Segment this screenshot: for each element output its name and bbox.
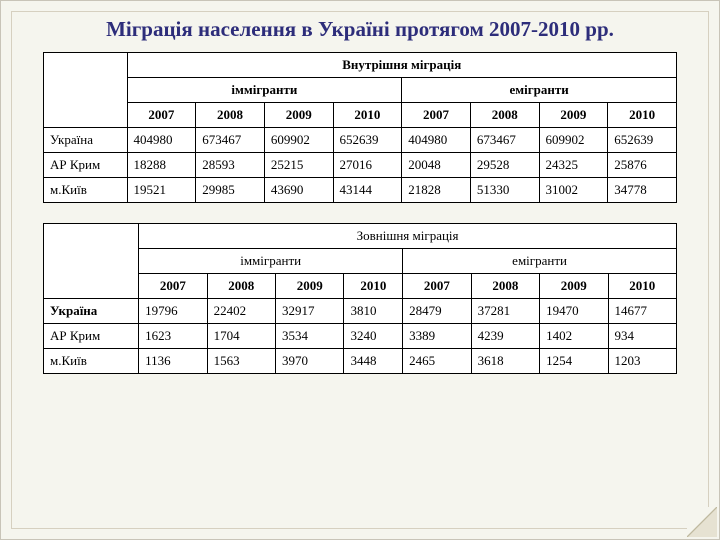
row-label: м.Київ (44, 178, 128, 203)
cell: 609902 (539, 128, 608, 153)
cell: 20048 (402, 153, 471, 178)
cell: 3534 (276, 324, 344, 349)
cell: 43690 (264, 178, 333, 203)
cell: 22402 (207, 299, 275, 324)
cell: 1623 (139, 324, 207, 349)
year-cell: 2009 (540, 274, 608, 299)
table2-blank-col (44, 224, 139, 299)
table-row: Україна 19796 22402 32917 3810 28479 372… (44, 299, 677, 324)
page-title: Міграція населення в Україні протягом 20… (43, 17, 677, 42)
year-cell: 2008 (207, 274, 275, 299)
table-internal-migration-wrap: Внутрішня міграція іммігранти емігранти … (43, 52, 677, 203)
table-row: м.Київ 19521 29985 43690 43144 21828 513… (44, 178, 677, 203)
cell: 25876 (608, 153, 677, 178)
cell: 4239 (471, 324, 539, 349)
cell: 27016 (333, 153, 402, 178)
cell: 29528 (470, 153, 539, 178)
cell: 28593 (196, 153, 265, 178)
table1-year-row: 2007 2008 2009 2010 2007 2008 2009 2010 (44, 103, 677, 128)
table-row: м.Київ 1136 1563 3970 3448 2465 3618 125… (44, 349, 677, 374)
table2-header-emigrants: емігранти (403, 249, 677, 274)
cell: 21828 (402, 178, 471, 203)
cell: 652639 (333, 128, 402, 153)
table1-blank-col (44, 53, 128, 128)
table-external-migration: Зовнішня міграція іммігранти емігранти 2… (43, 223, 677, 374)
year-cell: 2007 (139, 274, 207, 299)
row-label: м.Київ (44, 349, 139, 374)
year-cell: 2009 (264, 103, 333, 128)
cell: 34778 (608, 178, 677, 203)
cell: 1402 (540, 324, 608, 349)
cell: 404980 (127, 128, 196, 153)
cell: 19796 (139, 299, 207, 324)
cell: 24325 (539, 153, 608, 178)
year-cell: 2007 (403, 274, 471, 299)
table2-year-row: 2007 2008 2009 2010 2007 2008 2009 2010 (44, 274, 677, 299)
year-cell: 2008 (196, 103, 265, 128)
year-cell: 2008 (471, 274, 539, 299)
year-cell: 2009 (539, 103, 608, 128)
cell: 3810 (344, 299, 403, 324)
cell: 3240 (344, 324, 403, 349)
cell: 3389 (403, 324, 471, 349)
row-label: Україна (44, 128, 128, 153)
cell: 934 (608, 324, 676, 349)
cell: 673467 (196, 128, 265, 153)
table1-header-main: Внутрішня міграція (127, 53, 676, 78)
table-row: АР Крим 18288 28593 25215 27016 20048 29… (44, 153, 677, 178)
cell: 1563 (207, 349, 275, 374)
year-cell: 2008 (470, 103, 539, 128)
year-cell: 2009 (276, 274, 344, 299)
cell: 1254 (540, 349, 608, 374)
cell: 652639 (608, 128, 677, 153)
row-label: Україна (44, 299, 139, 324)
table2-header-immigrants: іммігранти (139, 249, 403, 274)
cell: 3618 (471, 349, 539, 374)
table-row: Україна 404980 673467 609902 652639 4049… (44, 128, 677, 153)
cell: 25215 (264, 153, 333, 178)
table-row: АР Крим 1623 1704 3534 3240 3389 4239 14… (44, 324, 677, 349)
cell: 3448 (344, 349, 403, 374)
cell: 32917 (276, 299, 344, 324)
year-cell: 2010 (344, 274, 403, 299)
table2-header-main: Зовнішня міграція (139, 224, 677, 249)
cell: 37281 (471, 299, 539, 324)
year-cell: 2010 (333, 103, 402, 128)
cell: 2465 (403, 349, 471, 374)
year-cell: 2007 (402, 103, 471, 128)
table1-header-immigrants: іммігранти (127, 78, 402, 103)
cell: 43144 (333, 178, 402, 203)
cell: 1136 (139, 349, 207, 374)
table1-header-emigrants: емігранти (402, 78, 677, 103)
cell: 28479 (403, 299, 471, 324)
cell: 19470 (540, 299, 608, 324)
row-label: АР Крим (44, 153, 128, 178)
year-cell: 2007 (127, 103, 196, 128)
cell: 404980 (402, 128, 471, 153)
cell: 31002 (539, 178, 608, 203)
cell: 51330 (470, 178, 539, 203)
cell: 19521 (127, 178, 196, 203)
page-curl-icon (687, 507, 717, 537)
document-page: Міграція населення в Україні протягом 20… (0, 0, 720, 540)
year-cell: 2010 (608, 103, 677, 128)
cell: 609902 (264, 128, 333, 153)
cell: 1704 (207, 324, 275, 349)
year-cell: 2010 (608, 274, 676, 299)
cell: 18288 (127, 153, 196, 178)
table-internal-migration: Внутрішня міграція іммігранти емігранти … (43, 52, 677, 203)
cell: 14677 (608, 299, 676, 324)
cell: 1203 (608, 349, 676, 374)
table-external-migration-wrap: Зовнішня міграція іммігранти емігранти 2… (43, 223, 677, 374)
cell: 3970 (276, 349, 344, 374)
cell: 29985 (196, 178, 265, 203)
cell: 673467 (470, 128, 539, 153)
row-label: АР Крим (44, 324, 139, 349)
